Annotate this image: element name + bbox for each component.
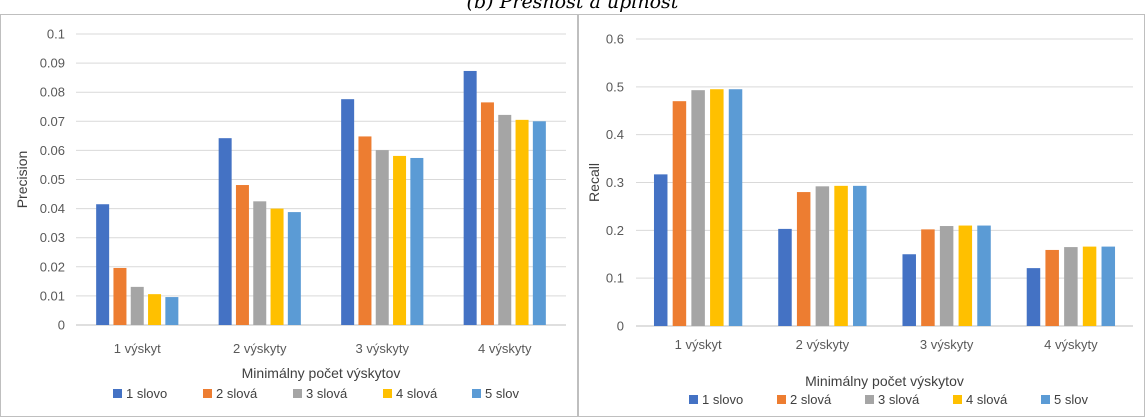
precision-x-tick-label: 4 výskyty — [478, 341, 532, 356]
recall-legend-swatch — [953, 395, 962, 404]
recall-bar — [710, 89, 724, 326]
recall-bar — [728, 89, 743, 326]
recall-legend-label: 5 slov — [1054, 392, 1088, 407]
precision-bar — [410, 157, 424, 325]
precision-y-tick-label: 0.09 — [40, 56, 65, 71]
precision-bar — [130, 286, 144, 325]
precision-x-tick-label: 2 výskyty — [233, 341, 287, 356]
precision-legend-swatch — [383, 389, 392, 398]
precision-bar — [375, 150, 389, 325]
precision-legend-swatch — [472, 389, 481, 398]
precision-legend-swatch — [293, 389, 302, 398]
recall-bar — [672, 101, 687, 326]
precision-y-tick-label: 0.06 — [40, 143, 65, 158]
precision-bar — [270, 208, 284, 325]
precision-bar — [498, 114, 512, 325]
precision-bar — [96, 204, 110, 325]
precision-bar — [480, 102, 494, 325]
recall-bar — [796, 192, 811, 326]
recall-x-tick-label: 1 výskyt — [675, 337, 722, 352]
recall-bar — [1101, 246, 1116, 326]
recall-bar — [1045, 249, 1059, 326]
precision-legend-swatch — [113, 389, 122, 398]
recall-legend-swatch — [865, 395, 874, 404]
recall-x-tick-label: 3 výskyty — [920, 337, 974, 352]
recall-x-tick-label: 2 výskyty — [796, 337, 850, 352]
recall-bar — [834, 185, 848, 326]
recall-chart-panel: 0 0.1 0.2 0.3 0.4 0.5 0.6 1 výskyt 2 výskyty 3 vý… — [578, 14, 1145, 417]
precision-bar — [148, 294, 162, 325]
precision-y-tick-label: 0.02 — [40, 259, 65, 274]
figure-caption-text: (b) Presnosť a úplnosť — [466, 0, 679, 13]
recall-legend-swatch — [689, 395, 698, 404]
precision-y-tick-label: 0.1 — [47, 27, 65, 42]
recall-legend-label: 1 slovo — [702, 392, 743, 407]
precision-bar — [515, 119, 529, 325]
recall-legend-swatch — [777, 395, 786, 404]
precision-bar — [287, 212, 301, 325]
recall-y-tick-label: 0.3 — [606, 175, 624, 190]
recall-legend-label: 2 slová — [790, 392, 832, 407]
recall-x-tick-label: 4 výskyty — [1044, 337, 1098, 352]
recall-legend-label: 4 slová — [966, 392, 1008, 407]
precision-x-axis-title: Minimálny počet výskytov — [242, 365, 401, 381]
recall-bar — [1064, 247, 1078, 326]
recall-bar — [815, 186, 830, 326]
precision-y-tick-label: 0.07 — [40, 114, 65, 129]
precision-legend-swatch — [203, 389, 212, 398]
recall-bar — [691, 90, 705, 326]
precision-bar — [393, 155, 407, 325]
precision-y-tick-label: 0.01 — [40, 288, 65, 303]
precision-y-axis-title: Precision — [14, 151, 30, 209]
recall-y-tick-label: 0.2 — [606, 223, 624, 238]
precision-y-tick-label: 0.04 — [40, 201, 65, 216]
recall-bar — [977, 225, 991, 326]
recall-legend-swatch — [1041, 395, 1050, 404]
precision-bar — [253, 201, 267, 325]
recall-y-tick-label: 0.6 — [606, 32, 624, 47]
precision-legend-label: 4 slová — [396, 386, 438, 401]
precision-bar — [463, 70, 477, 325]
recall-bar — [939, 226, 954, 326]
precision-bar — [341, 99, 355, 326]
recall-bar — [653, 174, 668, 326]
recall-bar — [1082, 246, 1097, 326]
precision-chart-panel: 0 0.01 0.02 0.03 0.04 0.05 0.06 0.07 0.08 0.09 0.1… — [0, 14, 578, 417]
precision-bar — [358, 136, 372, 325]
recall-bar — [1026, 268, 1041, 326]
precision-bar — [532, 121, 546, 325]
precision-bar — [165, 297, 179, 325]
precision-chart: 0 0.01 0.02 0.03 0.04 0.05 0.06 0.07 0.08 0.09 0.1… — [14, 27, 566, 401]
recall-legend-label: 3 slová — [878, 392, 920, 407]
recall-y-tick-label: 0.5 — [606, 79, 624, 94]
precision-bar — [218, 138, 232, 325]
recall-y-tick-label: 0.1 — [606, 271, 624, 286]
precision-legend-label: 1 slovo — [126, 386, 167, 401]
recall-bar — [778, 228, 792, 326]
precision-legend-label: 3 slová — [306, 386, 348, 401]
precision-y-tick-label: 0 — [58, 318, 65, 333]
precision-bar — [235, 185, 249, 325]
recall-x-axis-title: Minimálny počet výskytov — [805, 373, 964, 389]
recall-y-tick-label: 0.4 — [606, 127, 624, 142]
recall-chart: 0 0.1 0.2 0.3 0.4 0.5 0.6 1 výskyt 2 výskyty 3 vý… — [586, 32, 1133, 407]
recall-bar — [921, 229, 935, 326]
figure-caption: (b) Presnosť a úplnosť — [0, 0, 1145, 14]
precision-y-tick-label: 0.03 — [40, 230, 65, 245]
recall-bar — [902, 254, 916, 326]
precision-legend-label: 2 slová — [216, 386, 258, 401]
precision-y-tick-label: 0.08 — [40, 85, 65, 100]
precision-legend-label: 5 slov — [485, 386, 519, 401]
recall-y-axis-title: Recall — [586, 163, 602, 202]
recall-bar — [958, 225, 973, 326]
precision-x-tick-label: 1 výskyt — [114, 341, 161, 356]
precision-bar — [113, 267, 127, 325]
precision-y-tick-label: 0.05 — [40, 172, 65, 187]
precision-x-tick-label: 3 výskyty — [356, 341, 410, 356]
recall-y-tick-label: 0 — [617, 319, 624, 334]
recall-bar — [853, 185, 867, 326]
